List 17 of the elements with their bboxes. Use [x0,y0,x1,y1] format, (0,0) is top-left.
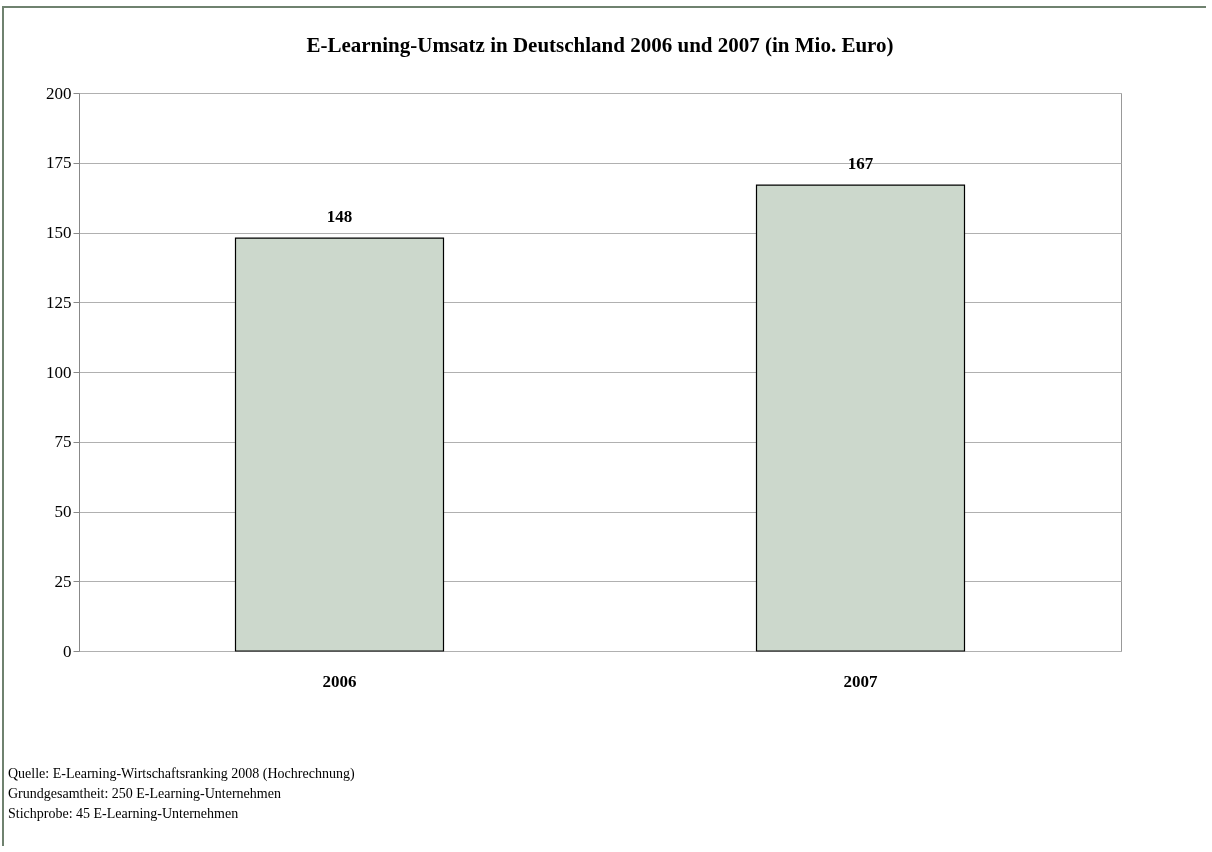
y-tick-label: 200 [46,83,72,103]
x-tick-label: 2007 [843,671,878,691]
y-tick-label: 50 [54,502,72,521]
chart-title: E-Learning-Umsatz in Deutschland 2006 und 2007 (in Mio. Euro) [306,33,894,57]
y-tick-label: 150 [46,223,72,242]
x-tick-label: 2006 [322,671,357,691]
y-tick-label: 100 [46,362,72,382]
data-label: 167 [847,154,874,174]
y-tick-label: 0 [63,641,72,661]
source-note: Quelle: E-Learning-Wirtschaftsranking 2008 (Hochrechnung) [8,765,355,783]
y-tick-label: 125 [46,292,72,312]
text: Stichprobe: 45 E-Learning-Unternehmen [8,805,240,823]
y-tick-label: 175 [46,153,72,173]
text: Grundgesamtheit: 250 E-Learning-Unternehmen [8,785,282,803]
data-label: 148 [326,207,353,227]
y-tick-label: 75 [54,432,72,452]
y-tick-label: 25 [54,571,72,591]
